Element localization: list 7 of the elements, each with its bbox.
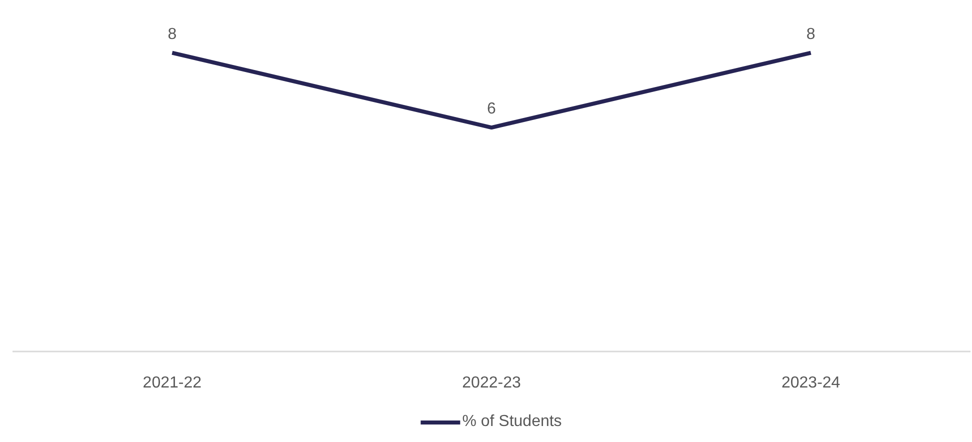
- data-label: 8: [806, 26, 816, 43]
- legend-label: % of Students: [462, 413, 562, 431]
- x-tick-label: 2021-22: [142, 374, 202, 392]
- data-label: 8: [168, 26, 177, 43]
- x-tick-label: 2023-24: [781, 374, 840, 392]
- x-tick-label: 2022-23: [462, 374, 521, 392]
- data-label: 6: [487, 100, 496, 118]
